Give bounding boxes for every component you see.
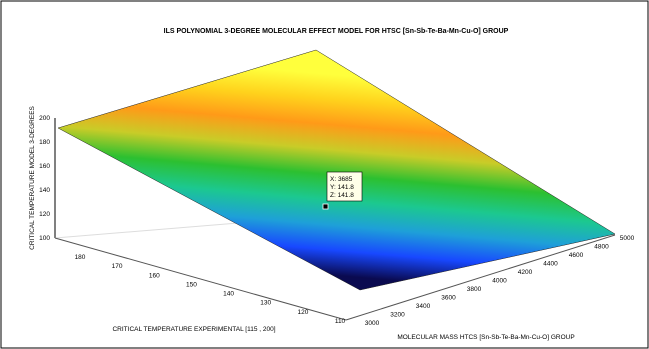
x-tick-label: 3400 [416, 303, 431, 310]
y-tick-label: 120 [297, 309, 308, 316]
x-tick-label: 5000 [620, 235, 635, 242]
y-tick-labels: 110 120 130 140 150 160 170 180 [75, 254, 346, 325]
x-tick-labels: 3000 3200 3400 3600 3800 4000 4200 4400 4600 4800… [365, 235, 635, 327]
x-tick-label: 4600 [569, 252, 584, 259]
z-tick-label: 140 [39, 187, 50, 194]
x-axis-line [345, 234, 616, 321]
y-tick-label: 150 [186, 281, 197, 288]
y-tick-label: 170 [112, 263, 123, 270]
z-tick-labels: 100 120 140 160 180 200 [39, 115, 50, 242]
z-tick-label: 200 [39, 115, 50, 122]
z-tick-label: 160 [39, 163, 50, 170]
y-axis-line [54, 237, 347, 321]
x-tick-label: 4400 [543, 261, 558, 268]
z-tick-label: 120 [39, 211, 50, 218]
x-tick-label: 3000 [365, 320, 380, 327]
z-tick-label: 180 [39, 139, 50, 146]
z-axis-label: CRITICAL TEMPERATURE MODEL 3-DEGREES [29, 105, 36, 249]
x-tick-label: 3200 [390, 312, 405, 319]
y-tick-label: 140 [223, 291, 234, 298]
x-tick-label: 3600 [441, 295, 456, 302]
x-tick-label: 3800 [467, 286, 482, 293]
data-tip-marker[interactable] [322, 203, 329, 210]
surface-mesh[interactable] [57, 49, 616, 291]
x-axis-label: MOLECULAR MASS HTCS [Sn-Sb-Te-Ba-Mn-Cu-O… [397, 334, 574, 341]
data-tip-z: Z: 141.8 [330, 192, 354, 199]
x-tick-label: 4800 [594, 244, 609, 251]
z-tick-label: 100 [39, 235, 50, 242]
chart-title: ILS POLYNOMIAL 3-DEGREE MOLECULAR EFFECT… [164, 28, 509, 35]
y-tick-label: 180 [75, 254, 86, 261]
y-tick-label: 130 [260, 300, 271, 307]
y-tick-label: 110 [335, 318, 346, 325]
x-tick-label: 4200 [518, 269, 533, 276]
data-tip-x: X: 3685 [330, 176, 353, 183]
data-tip[interactable]: X: 3685 Y: 141.8 Z: 141.8 [322, 171, 363, 210]
y-axis-label: CRITICAL TEMPERATURE EXPERIMENTAL [115 ,… [112, 326, 275, 333]
data-tip-box [326, 171, 363, 202]
x-tick-label: 4000 [492, 278, 507, 285]
data-tip-y: Y: 141.8 [330, 184, 354, 191]
y-tick-label: 160 [149, 272, 160, 279]
